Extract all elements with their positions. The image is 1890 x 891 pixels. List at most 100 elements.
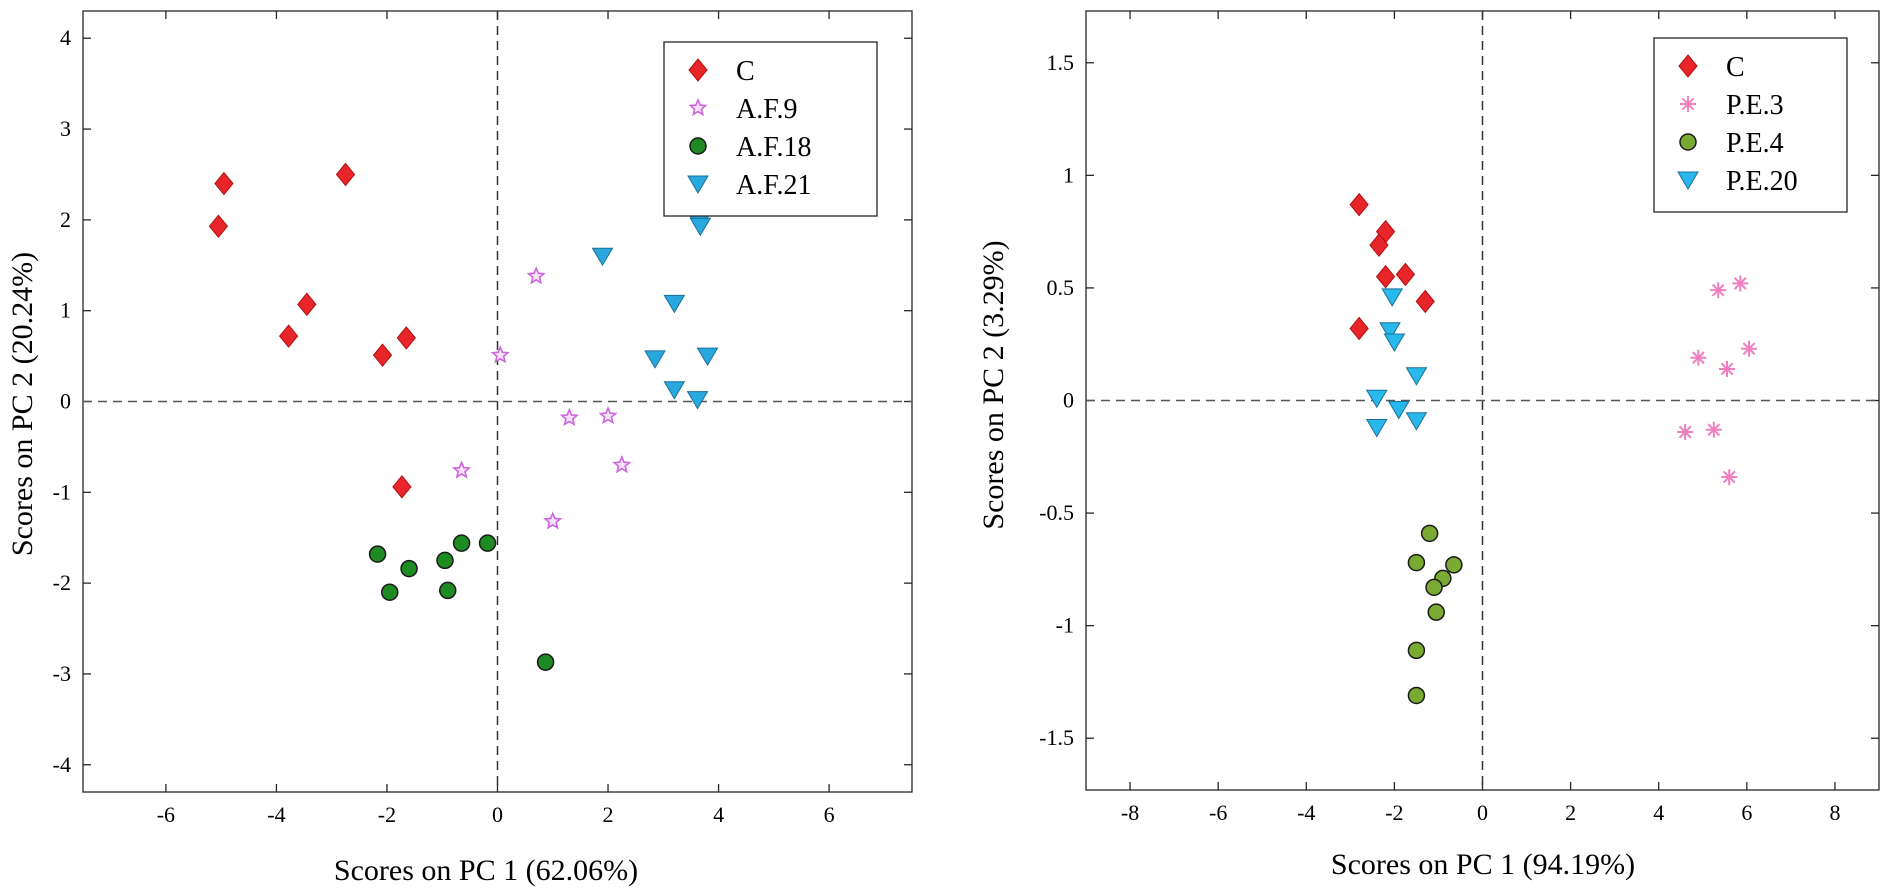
left-x-tick-label: 2: [603, 802, 614, 827]
left-y-tick-label: -3: [53, 661, 71, 686]
legend-marker: [1679, 133, 1697, 151]
left-series-a-f-21: [591, 214, 719, 410]
legend-label: A.F.9: [736, 94, 798, 125]
left-x-axis-label: Scores on PC 1 (62.06%): [334, 854, 638, 887]
data-point: [1677, 424, 1694, 441]
data-point: [380, 583, 399, 601]
data-point: [644, 350, 666, 369]
data-point: [1405, 412, 1428, 431]
data-point: [1705, 421, 1722, 438]
right-x-tick-label: -2: [1385, 800, 1403, 825]
data-point: [663, 381, 686, 400]
left-y-tick-label: 1: [60, 298, 71, 323]
left-x-tick-label: 0: [492, 802, 503, 827]
left-x-tick-label: 6: [824, 802, 835, 827]
data-point: [478, 534, 497, 552]
left-x-tick-label: -4: [267, 802, 285, 827]
left-series-a-f-9: [451, 266, 632, 530]
left-y-tick-label: -4: [53, 752, 71, 777]
data-point: [1420, 524, 1439, 543]
data-point: [436, 551, 454, 570]
data-point: [368, 545, 387, 563]
right-y-tick-label: 1: [1063, 162, 1074, 187]
right-x-tick-label: -4: [1297, 800, 1315, 825]
left-x-tick-label: -2: [378, 802, 396, 827]
data-point: [335, 162, 356, 187]
left-y-tick-label: 3: [60, 116, 71, 141]
legend-label: P.E.3: [1726, 90, 1784, 121]
left-y-axis-label: Scores on PC 2 (20.24%): [6, 252, 39, 556]
right-x-tick-label: 2: [1565, 800, 1576, 825]
data-point: [372, 343, 393, 367]
left-series-c: [208, 162, 416, 499]
legend-marker: [689, 137, 707, 155]
right-legend: C P.E.3 P.E.4 P.E.20: [1653, 37, 1848, 213]
left-y-tick-label: -2: [53, 570, 71, 595]
data-point: [439, 581, 457, 600]
data-point: [591, 247, 614, 267]
data-point: [392, 475, 412, 499]
data-point: [1365, 419, 1388, 438]
data-point: [1732, 275, 1749, 292]
left-x-tick-label: -6: [157, 802, 175, 827]
data-point: [526, 266, 546, 285]
legend-label: C: [1726, 52, 1745, 83]
data-point: [1407, 641, 1426, 660]
data-point: [1407, 686, 1426, 705]
data-point: [689, 217, 712, 237]
data-point: [696, 347, 719, 367]
legend-label: C: [736, 56, 755, 87]
data-point: [1710, 282, 1727, 299]
right-x-tick-label: -6: [1209, 800, 1227, 825]
right-y-tick-label: 0.5: [1047, 275, 1075, 300]
right-y-axis-label: Scores on PC 2 (3.29%): [977, 240, 1010, 529]
left-series-a-f-18: [368, 534, 555, 671]
left-y-tick-label: 0: [60, 389, 71, 414]
right-y-tick-label: -1: [1056, 613, 1074, 638]
data-point: [490, 345, 510, 364]
data-point: [543, 511, 563, 530]
left-y-tick-label: -1: [53, 479, 71, 504]
data-point: [1365, 389, 1388, 409]
left-panel: Scores on PC 1 (62.06%) Scores on PC 2 (…: [6, 10, 913, 887]
right-y-tick-label: 1.5: [1047, 50, 1075, 75]
legend-marker: [688, 58, 708, 82]
data-point: [452, 534, 471, 552]
legend-marker: [688, 97, 708, 117]
legend-marker: [1677, 171, 1699, 190]
legend-label: P.E.4: [1726, 128, 1784, 159]
data-point: [1381, 288, 1404, 307]
data-point: [208, 214, 229, 239]
legend-label: A.F.18: [736, 132, 812, 163]
right-series-p-e-4: [1407, 524, 1463, 705]
data-point: [1719, 360, 1736, 377]
right-x-tick-label: -8: [1121, 800, 1139, 825]
legend-marker: [687, 175, 709, 194]
data-point: [663, 294, 686, 314]
data-point: [1427, 603, 1445, 621]
data-point: [1415, 289, 1435, 314]
right-y-tick-label: 0: [1063, 388, 1074, 413]
right-x-axis-label: Scores on PC 1 (94.19%): [1331, 848, 1635, 881]
right-x-tick-label: 4: [1653, 800, 1664, 825]
data-point: [1741, 340, 1758, 357]
data-point: [297, 292, 317, 317]
right-y-tick-label: -1.5: [1039, 725, 1074, 750]
data-point: [1375, 264, 1396, 289]
right-series-p-e-20: [1365, 288, 1428, 438]
data-point: [1690, 349, 1707, 366]
data-point: [1721, 469, 1738, 486]
left-legend: C A.F.9 A.F.18 A.F.21: [663, 41, 878, 217]
data-point: [1383, 333, 1406, 352]
right-series-p-e-3: [1677, 275, 1758, 486]
left-x-tick-label: 4: [713, 802, 724, 827]
data-point: [1349, 316, 1369, 341]
data-point: [1395, 262, 1416, 287]
data-point: [278, 324, 299, 348]
data-point: [1349, 192, 1369, 217]
data-point: [396, 326, 416, 350]
right-x-tick-label: 6: [1741, 800, 1752, 825]
right-x-tick-label: 8: [1829, 800, 1840, 825]
data-point: [1445, 556, 1463, 574]
